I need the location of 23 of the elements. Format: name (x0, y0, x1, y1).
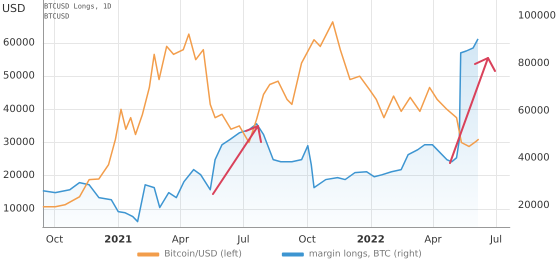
y2-tick-label: 60000 (518, 105, 550, 116)
x-tick-label: Apr (172, 234, 190, 246)
line-series (42, 21, 480, 208)
y-axis-title: USD (2, 2, 26, 15)
y-tick-label: 30000 (3, 136, 35, 148)
x-tick-label: 2021 (104, 234, 132, 246)
legend-label: margin longs, BTC (right) (308, 250, 422, 260)
y2-tick-label: 20000 (518, 200, 550, 212)
y2-tick-label: 40000 (518, 152, 550, 164)
x-tick-label: Oct (46, 234, 64, 246)
y-tick-label: 40000 (3, 104, 35, 115)
y-tick-label: 20000 (3, 170, 35, 182)
y2-tick-label: 80000 (518, 58, 550, 69)
y-tick-label: 10000 (3, 203, 35, 214)
y2-tick-label: 100000 (518, 10, 556, 22)
x-tick-label: Jul (488, 234, 502, 246)
y-tick-label: 50000 (3, 70, 35, 82)
legend-label: Bitcoin/USD (left) (164, 250, 242, 260)
y-tick-label: 60000 (3, 38, 35, 49)
x-tick-label: Apr (424, 234, 443, 246)
x-tick-label: Jul (236, 234, 250, 246)
x-tick-label: Oct (298, 234, 316, 246)
x-tick-label: 2022 (356, 234, 385, 246)
